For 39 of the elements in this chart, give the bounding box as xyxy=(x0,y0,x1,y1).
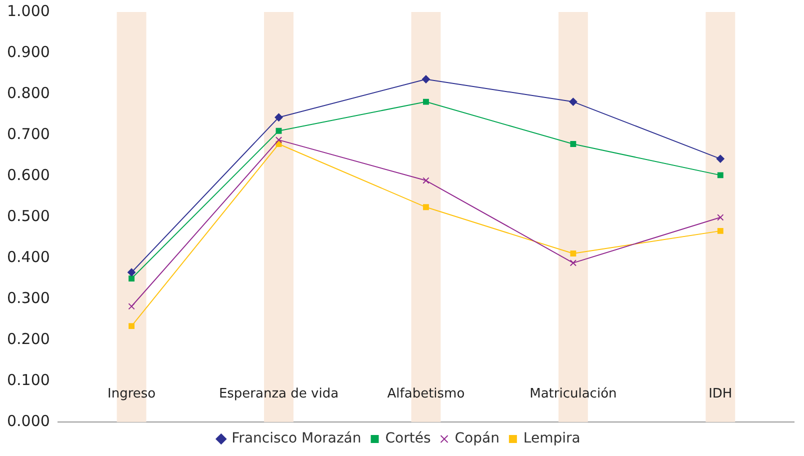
y-tick-label: 0.100 xyxy=(6,370,50,389)
x-tick-label: Ingreso xyxy=(107,386,156,402)
point xyxy=(275,136,282,144)
point xyxy=(569,98,578,106)
point xyxy=(422,204,429,210)
x-tick-label: Esperanza de vida xyxy=(218,386,339,402)
y-tick-label: 0.200 xyxy=(6,330,50,348)
point xyxy=(274,113,283,122)
y-tick-label: 0.900 xyxy=(6,42,50,61)
point xyxy=(717,228,724,234)
point xyxy=(570,260,577,266)
legend-label: Lempira xyxy=(523,430,580,447)
point xyxy=(128,276,135,282)
y-tick-label: 0.400 xyxy=(6,248,50,266)
x-tick-label: IDH xyxy=(708,386,732,402)
point xyxy=(422,177,430,184)
point xyxy=(128,323,135,330)
point xyxy=(422,98,429,105)
point xyxy=(422,75,430,84)
point xyxy=(276,128,282,134)
y-tick-label: 0.800 xyxy=(6,84,50,102)
x-tick-label: Matriculación xyxy=(530,386,617,402)
point xyxy=(128,303,135,310)
legend-label: Francisco Morazán xyxy=(232,430,362,447)
point xyxy=(570,250,576,256)
point xyxy=(570,141,576,147)
point xyxy=(717,214,724,221)
y-tick-label: 0.700 xyxy=(6,124,50,143)
legend-label: Cortés xyxy=(385,430,431,447)
point xyxy=(716,154,724,163)
legend-label: Copán xyxy=(454,430,500,447)
y-tick-label: 0.500 xyxy=(6,206,50,225)
y-tick-label: 0.000 xyxy=(6,412,50,430)
y-tick-label: 0.600 xyxy=(6,166,50,184)
y-tick-label: 1.000 xyxy=(6,2,50,20)
point xyxy=(717,172,724,178)
point xyxy=(128,268,136,276)
x-tick-label: Alfabetismo xyxy=(387,386,465,402)
y-tick-label: 0.300 xyxy=(6,288,50,307)
